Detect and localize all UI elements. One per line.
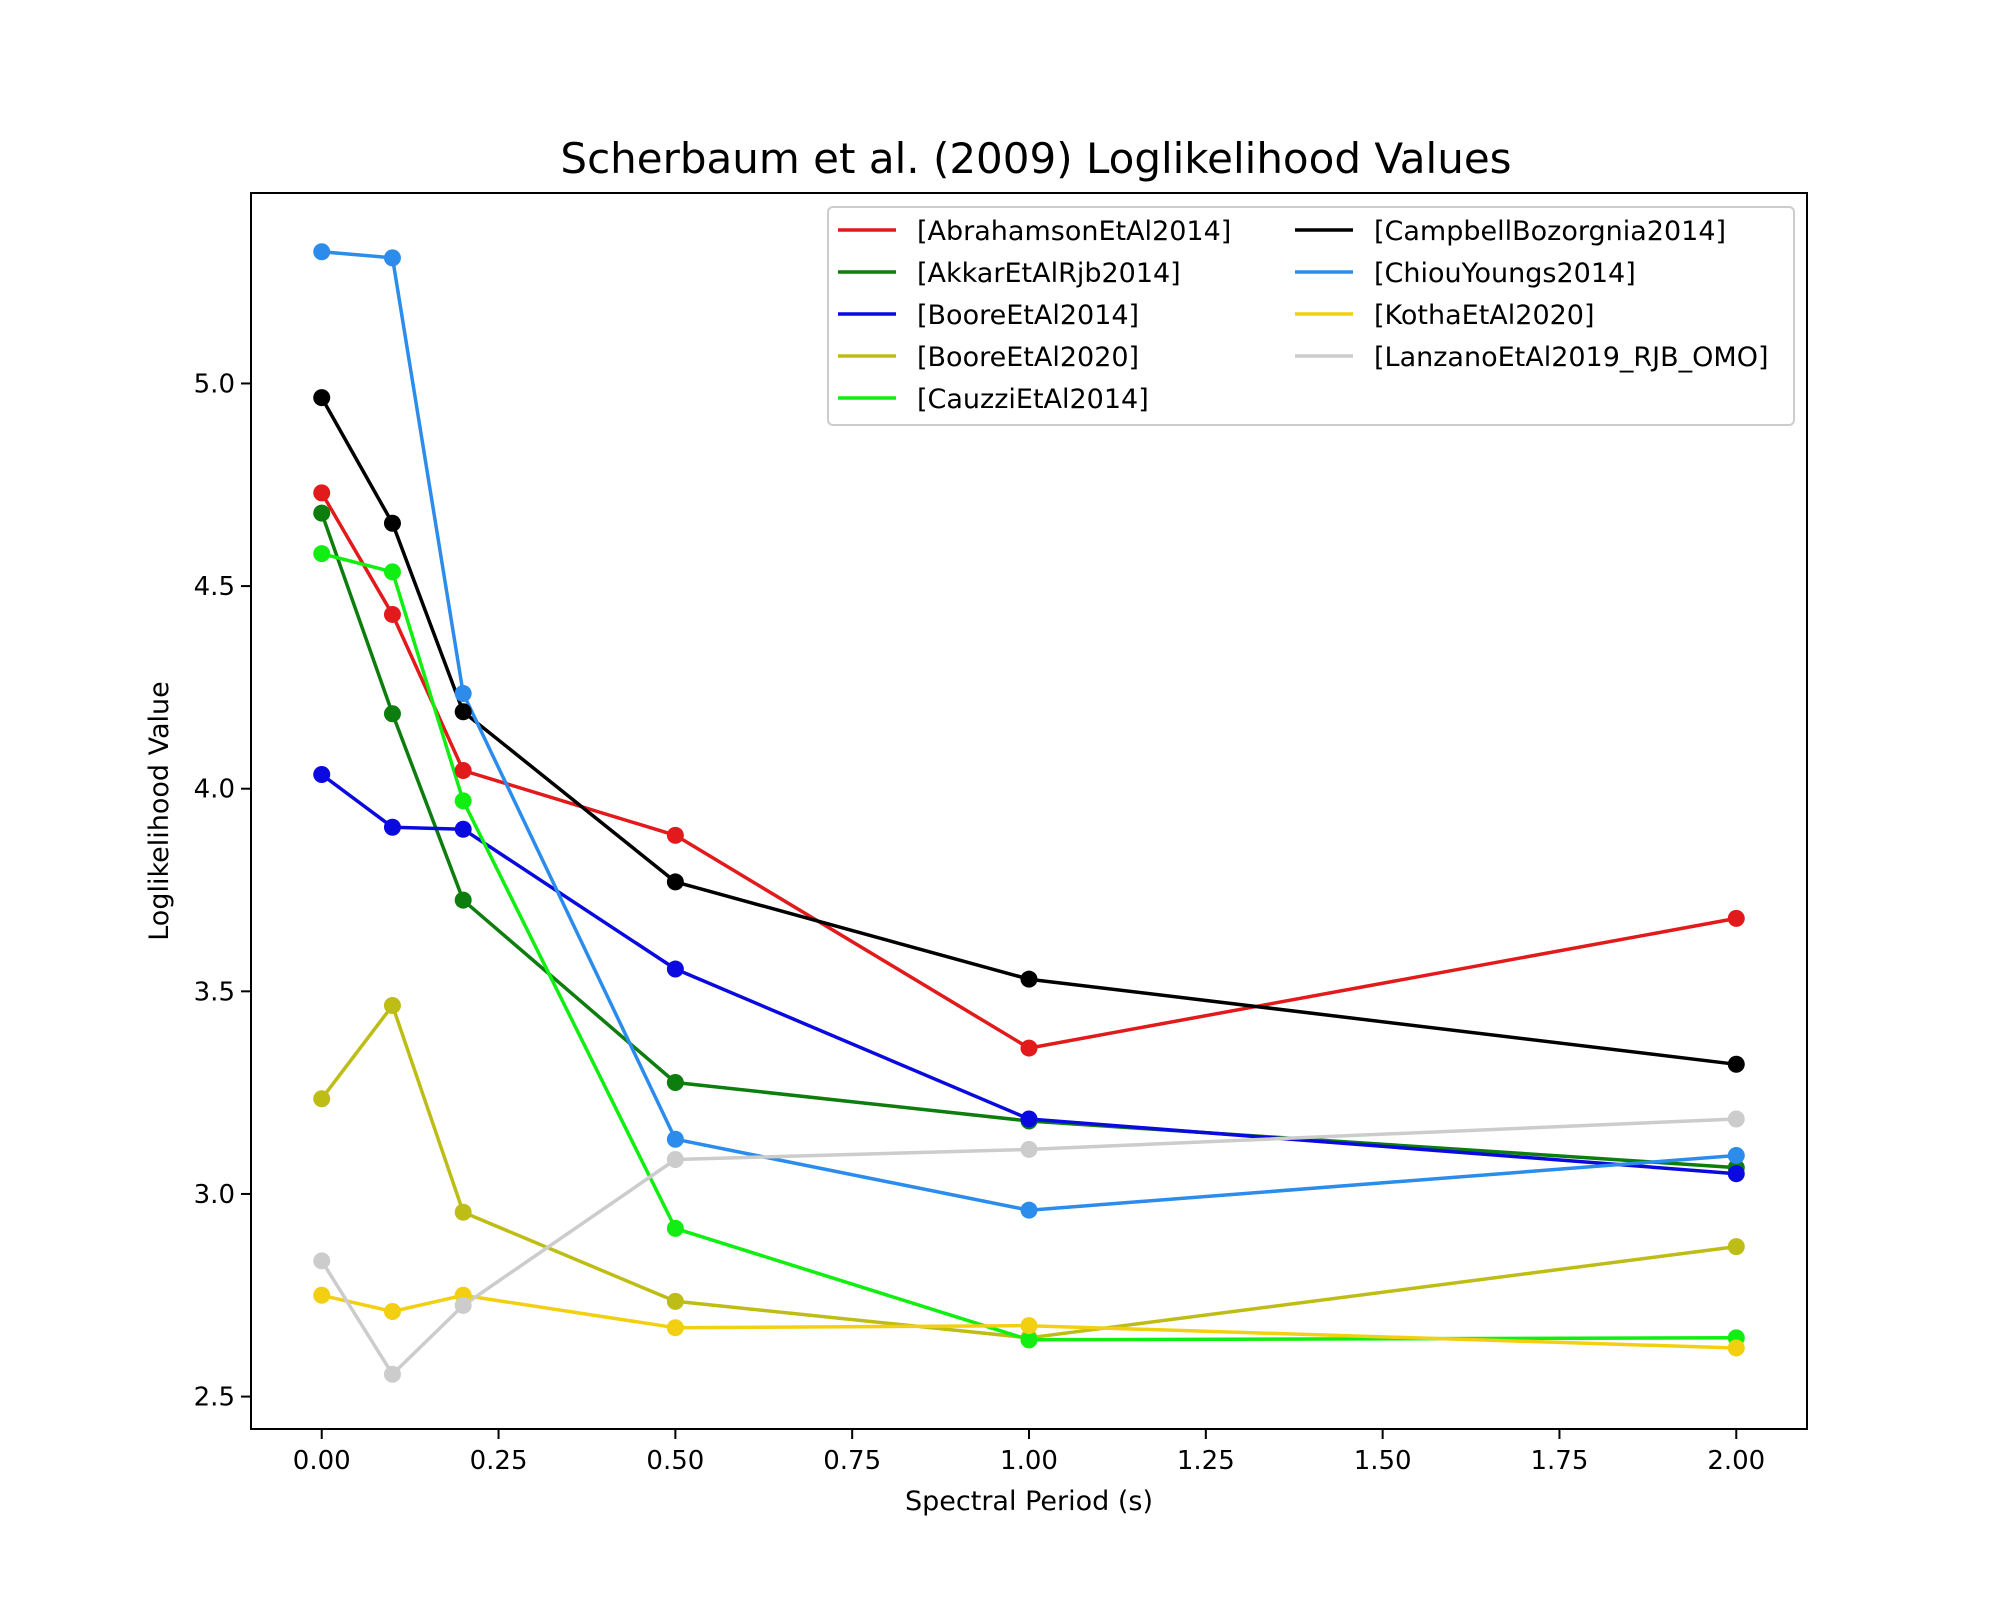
legend-frame: [827, 206, 1795, 426]
data-point-kothaetal2020: [313, 1286, 331, 1304]
data-point-campbellbozorgnia2014: [313, 389, 331, 407]
data-point-lanzanoetal2019-rjb-omo: [383, 1365, 401, 1383]
data-point-abrahamsonetal2014: [1727, 909, 1745, 927]
data-point-booreetal2014: [383, 818, 401, 836]
data-point-akkaretalrjb2014: [666, 1074, 684, 1092]
data-point-booreetal2014: [666, 960, 684, 978]
x-tick-label: 1.00: [1000, 1446, 1058, 1476]
plot-frame: [250, 192, 1808, 1430]
y-tick-label: 3.5: [194, 977, 235, 1007]
legend-label-cauzzietal2014: [CauzziEtAl2014]: [917, 384, 1149, 415]
data-point-campbellbozorgnia2014: [1020, 970, 1038, 988]
legend-label-booreetal2020: [BooreEtAl2020]: [917, 342, 1139, 373]
series-line-campbellbozorgnia2014: [320, 396, 1737, 1067]
x-tick-label: 0.75: [823, 1446, 881, 1476]
data-point-cauzzietal2014: [313, 545, 331, 563]
data-point-booreetal2020: [666, 1292, 684, 1310]
x-tick-label: 1.50: [1354, 1446, 1412, 1476]
x-tick-label: 2.00: [1707, 1446, 1765, 1476]
series-line-kothaetal2020: [321, 1293, 1737, 1350]
data-point-akkaretalrjb2014: [313, 504, 331, 522]
y-axis-label: Loglikelihood Value: [144, 681, 175, 941]
y-tick-label: 4.5: [194, 572, 235, 602]
x-tick-label: 0.50: [646, 1446, 704, 1476]
data-point-campbellbozorgnia2014: [454, 703, 472, 721]
data-point-campbellbozorgnia2014: [383, 514, 401, 532]
legend-label-chiouyoungs2014: [ChiouYoungs2014]: [1374, 258, 1636, 289]
data-point-abrahamsonetal2014: [383, 605, 401, 623]
data-point-chiouyoungs2014: [383, 249, 401, 267]
series-line-lanzanoetal2019-rjb-omo: [320, 1117, 1737, 1377]
series-line-abrahamsonetal2014: [320, 492, 1737, 1050]
data-point-booreetal2014: [454, 820, 472, 838]
data-point-chiouyoungs2014: [313, 243, 331, 261]
data-point-cauzzietal2014: [383, 563, 401, 581]
data-point-akkaretalrjb2014: [454, 891, 472, 909]
y-axis: 2.5 3.0 3.5 4.0 4.5 5.0: [194, 369, 251, 1413]
x-tick-label: 1.25: [1177, 1446, 1235, 1476]
y-tick-label: 4.0: [194, 775, 235, 805]
data-point-lanzanoetal2019-rjb-omo: [313, 1252, 331, 1270]
data-point-abrahamsonetal2014: [313, 484, 331, 502]
y-tick-label: 5.0: [194, 369, 235, 399]
data-point-campbellbozorgnia2014: [666, 873, 684, 891]
data-point-kothaetal2020: [1020, 1317, 1038, 1335]
data-point-lanzanoetal2019-rjb-omo: [1727, 1110, 1745, 1128]
series-line-cauzzietal2014: [321, 552, 1737, 1342]
data-point-chiouyoungs2014: [454, 684, 472, 702]
y-tick-label: 3.0: [194, 1180, 235, 1210]
legend-label-akkaretalrjb2014: [AkkarEtAlRjb2014]: [917, 258, 1181, 289]
data-point-chiouyoungs2014: [666, 1130, 684, 1148]
data-point-kothaetal2020: [383, 1302, 401, 1320]
data-point-lanzanoetal2019-rjb-omo: [1020, 1140, 1038, 1158]
x-axis: 0.00 0.25 0.50 0.75 1.00 1.25 1.50 1.75 2.00: [293, 1429, 1765, 1476]
legend-label-lanzanoetal2019-rjb-omo: [LanzanoEtAl2019_RJB_OMO]: [1374, 342, 1769, 373]
data-point-booreetal2020: [313, 1090, 331, 1108]
x-tick-label: 0.00: [293, 1446, 351, 1476]
series-line-chiouyoungs2014: [321, 250, 1737, 1212]
series-lines: [320, 250, 1737, 1377]
data-point-lanzanoetal2019-rjb-omo: [454, 1296, 472, 1314]
data-point-akkaretalrjb2014: [383, 705, 401, 723]
data-point-kothaetal2020: [1727, 1339, 1745, 1357]
data-point-booreetal2014: [1727, 1165, 1745, 1183]
series-line-booreetal2014: [320, 773, 1737, 1176]
data-point-chiouyoungs2014: [1020, 1201, 1038, 1219]
data-point-abrahamsonetal2014: [666, 826, 684, 844]
data-point-campbellbozorgnia2014: [1727, 1055, 1745, 1073]
data-point-kothaetal2020: [666, 1319, 684, 1337]
data-point-chiouyoungs2014: [1727, 1146, 1745, 1164]
y-tick-label: 2.5: [194, 1383, 235, 1413]
legend-label-campbellbozorgnia2014: [CampbellBozorgnia2014]: [1374, 216, 1726, 247]
legend-label-abrahamsonetal2014: [AbrahamsonEtAl2014]: [917, 216, 1231, 247]
x-axis-label: Spectral Period (s): [905, 1486, 1153, 1517]
data-point-abrahamsonetal2014: [1020, 1039, 1038, 1057]
data-point-booreetal2020: [383, 997, 401, 1015]
data-point-booreetal2020: [454, 1203, 472, 1221]
series-line-booreetal2020: [320, 1003, 1737, 1340]
legend: [AbrahamsonEtAl2014] [AkkarEtAlRjb2014] [B…: [827, 206, 1795, 426]
chart-title: Scherbaum et al. (2009) Loglikelihood Va…: [560, 134, 1511, 183]
x-tick-label: 0.25: [470, 1446, 528, 1476]
series-markers: [313, 243, 1745, 1383]
x-tick-label: 1.75: [1531, 1446, 1589, 1476]
legend-label-kothaetal2020: [KothaEtAl2020]: [1374, 300, 1595, 331]
data-point-booreetal2014: [1020, 1110, 1038, 1128]
data-point-cauzzietal2014: [1020, 1331, 1038, 1349]
data-point-abrahamsonetal2014: [454, 761, 472, 779]
data-point-cauzzietal2014: [666, 1219, 684, 1237]
data-point-booreetal2014: [313, 766, 331, 784]
legend-label-booreetal2014: [BooreEtAl2014]: [917, 300, 1139, 331]
data-point-booreetal2020: [1727, 1238, 1745, 1256]
data-point-lanzanoetal2019-rjb-omo: [666, 1151, 684, 1169]
data-point-cauzzietal2014: [454, 792, 472, 810]
